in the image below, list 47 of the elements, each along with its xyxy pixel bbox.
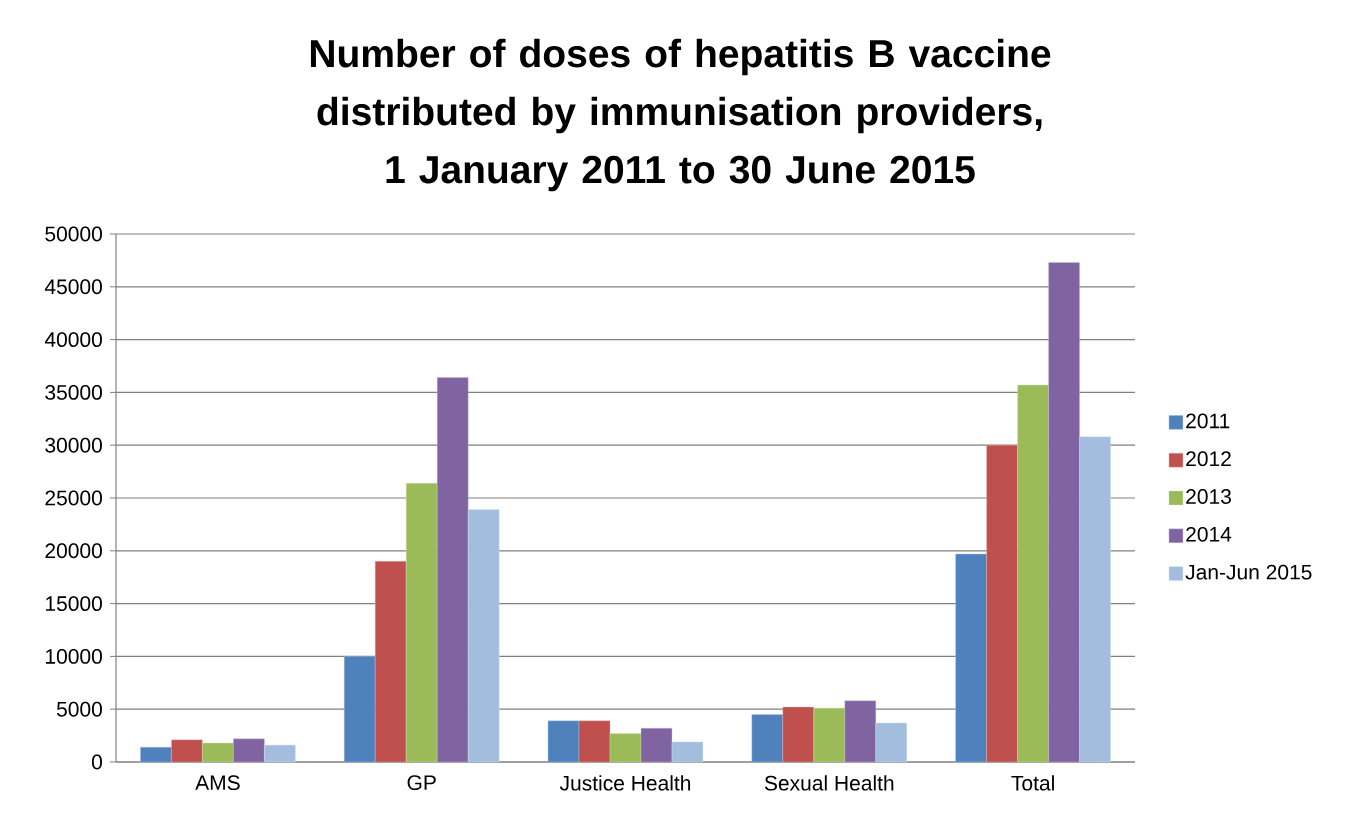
bar <box>1048 262 1080 763</box>
bar <box>640 728 673 763</box>
bar <box>437 377 469 763</box>
legend-label: 2013 <box>1186 489 1231 504</box>
bar <box>955 553 987 763</box>
y-tick-label: 5000 <box>56 701 102 717</box>
bar <box>844 700 877 763</box>
y-tick-label: 20000 <box>45 543 102 559</box>
bar <box>547 720 580 763</box>
y-tick-label: 30000 <box>45 437 102 453</box>
y-tick-label: 0 <box>91 754 102 770</box>
chart-title: Number of doses of hepatitis B vaccine distributed by immunisation providers, 1 January 2011 to 30 June 2015 <box>310 38 1051 192</box>
x-tick-label: AMS <box>195 775 240 791</box>
y-tick-label: 25000 <box>45 490 102 506</box>
legend-label: 2012 <box>1186 451 1231 467</box>
x-tick-label: Justice Health <box>559 775 691 791</box>
y-tick-label: 45000 <box>44 279 102 295</box>
bar <box>171 739 203 763</box>
bar <box>875 722 908 763</box>
y-tick-label: 35000 <box>45 384 102 400</box>
bar <box>578 720 611 763</box>
x-tick-label: GP <box>407 775 436 791</box>
legend-label: 2011 <box>1186 413 1230 429</box>
y-tick-label: 15000 <box>46 596 102 612</box>
bar <box>264 744 296 763</box>
bar <box>375 561 407 763</box>
bar <box>609 733 642 763</box>
bar <box>751 714 783 763</box>
bar <box>813 707 846 763</box>
bar <box>233 738 265 763</box>
y-tick-label: 40000 <box>44 332 102 348</box>
y-tick-label: 10000 <box>46 648 102 664</box>
bar <box>671 741 704 763</box>
bar <box>986 444 1018 763</box>
legend-label: 2014 <box>1186 526 1232 542</box>
bar <box>344 656 376 763</box>
bar <box>406 483 438 763</box>
bar <box>1079 436 1111 763</box>
bar <box>140 747 172 763</box>
y-tick-label: 50000 <box>45 226 102 242</box>
x-tick-label: Sexual Health <box>764 775 894 791</box>
bar <box>202 742 234 763</box>
bar <box>1017 384 1049 763</box>
bar <box>782 706 814 763</box>
bar <box>468 509 500 763</box>
x-tick-label: Total <box>1011 775 1054 791</box>
legend-label: Jan-Jun 2015 <box>1185 564 1312 580</box>
